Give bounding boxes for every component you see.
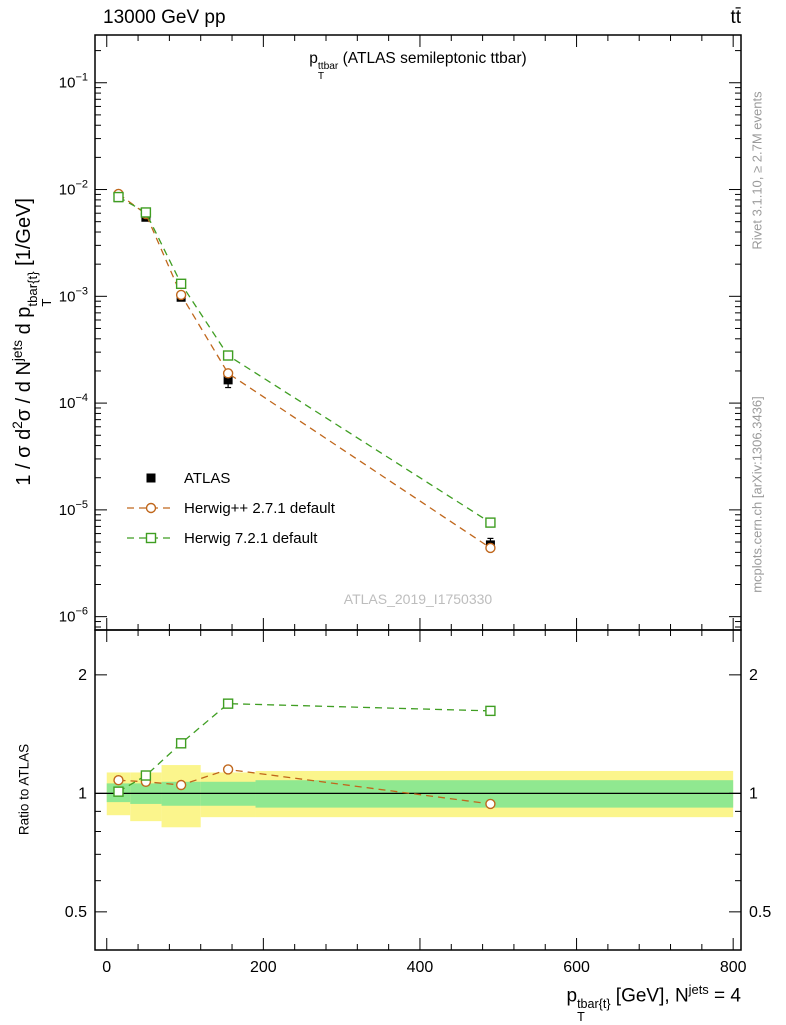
ratio-y-tick-label: 2	[78, 667, 87, 684]
series-line	[118, 193, 491, 549]
label-segment: 1 / σ d	[12, 428, 35, 486]
main-y-tick-label: 10−6	[59, 606, 88, 626]
ratio-data-point	[175, 738, 187, 749]
title-superscript: ttbar	[317, 60, 339, 72]
ratio-data-point	[485, 705, 496, 717]
ratio-y-tick-label: 0.5	[65, 904, 87, 921]
data-point	[222, 368, 234, 379]
rivet-version-note: Rivet 3.1.10, ≥ 2.7M events	[749, 91, 765, 250]
label-subscript: T	[38, 298, 54, 307]
x-tick-label: 0	[102, 959, 111, 976]
ratio-y-tick-label: 1	[78, 785, 87, 802]
x-axis-label: p tbar{t} T [GeV], Njets = 4	[300, 982, 742, 1025]
label-segment: [GeV], N	[610, 985, 689, 1007]
ratio-data-point	[485, 798, 496, 810]
ratio-series-line	[118, 702, 491, 793]
ratio-data-point	[140, 770, 152, 781]
label-supsub: tbar{t} T	[577, 997, 611, 1025]
main-y-tick-label: 10−4	[59, 392, 88, 412]
legend-label: Herwig 7.2.1 default	[184, 530, 318, 547]
legend-label: Herwig++ 2.7.1 default	[184, 500, 336, 517]
label-superscript: jets	[10, 339, 26, 362]
ratio-y-tick-label: 0.5	[749, 904, 771, 921]
ratio-data-point	[175, 779, 187, 791]
ratio-data-point	[222, 698, 234, 709]
process-label: tt̄	[730, 7, 741, 28]
legend-marker	[145, 532, 157, 544]
label-superscript: 2	[10, 421, 26, 429]
label-superscript: tbar{t}	[25, 271, 41, 307]
main-y-tick-label: 10−2	[59, 179, 88, 199]
beam-energy-label: 13000 GeV pp	[103, 7, 226, 28]
x-tick-label: 800	[720, 959, 747, 976]
label-superscript: tbar{t}	[577, 997, 611, 1012]
title-base: p	[309, 50, 318, 67]
data-point	[222, 350, 234, 361]
legend-marker	[145, 502, 157, 514]
x-tick-label: 200	[250, 959, 277, 976]
title-rest: (ATLAS semileptonic ttbar)	[338, 50, 527, 67]
label-segment: = 4	[708, 985, 741, 1007]
label-segment: [1/GeV]	[12, 198, 35, 272]
series-line	[118, 196, 491, 524]
label-subscript: T	[577, 1010, 585, 1025]
data-point	[175, 289, 187, 301]
watermark: ATLAS_2019_I1750330	[344, 591, 493, 607]
main-y-axis-label: 1 / σ d2σ / d Njets d p tbar{t} T [1/GeV]	[10, 42, 54, 642]
data-point	[223, 375, 233, 385]
data-point	[140, 207, 152, 218]
plot-title: p ttbar T (ATLAS semileptonic ttbar)	[95, 50, 741, 83]
ratio-panel-frame	[94, 629, 742, 951]
main-y-tick-label: 10−3	[59, 285, 88, 305]
data-point	[485, 542, 496, 554]
main-y-tick-label: 10−5	[59, 499, 88, 519]
mcplots-note: mcplots.cern.ch [arXiv:1306.3436]	[749, 396, 765, 593]
data-point	[175, 278, 187, 289]
label-segment: σ / d N	[12, 361, 35, 422]
ratio-data-point	[113, 786, 124, 797]
ratio-y-axis-label: Ratio to ATLAS	[16, 743, 32, 836]
label-segment: d p	[12, 306, 35, 340]
main-y-tick-label: 10−1	[59, 72, 88, 92]
ratio-y-tick-label: 1	[749, 785, 758, 802]
title-subscript: T	[317, 71, 325, 83]
ratio-data-point	[222, 764, 234, 775]
title-supsub: ttbar T	[317, 60, 339, 83]
ratio-y-tick-label: 2	[749, 667, 758, 684]
data-point	[113, 191, 124, 203]
x-tick-label: 400	[407, 959, 434, 976]
x-tick-label: 600	[563, 959, 590, 976]
label-superscript: jets	[688, 982, 709, 997]
label-supsub: tbar{t} T	[25, 271, 54, 307]
legend-marker	[146, 473, 156, 483]
data-point	[485, 517, 496, 528]
ratio-data-point	[113, 774, 124, 786]
label-segment: p	[566, 985, 578, 1007]
legend-label: ATLAS	[184, 470, 230, 487]
